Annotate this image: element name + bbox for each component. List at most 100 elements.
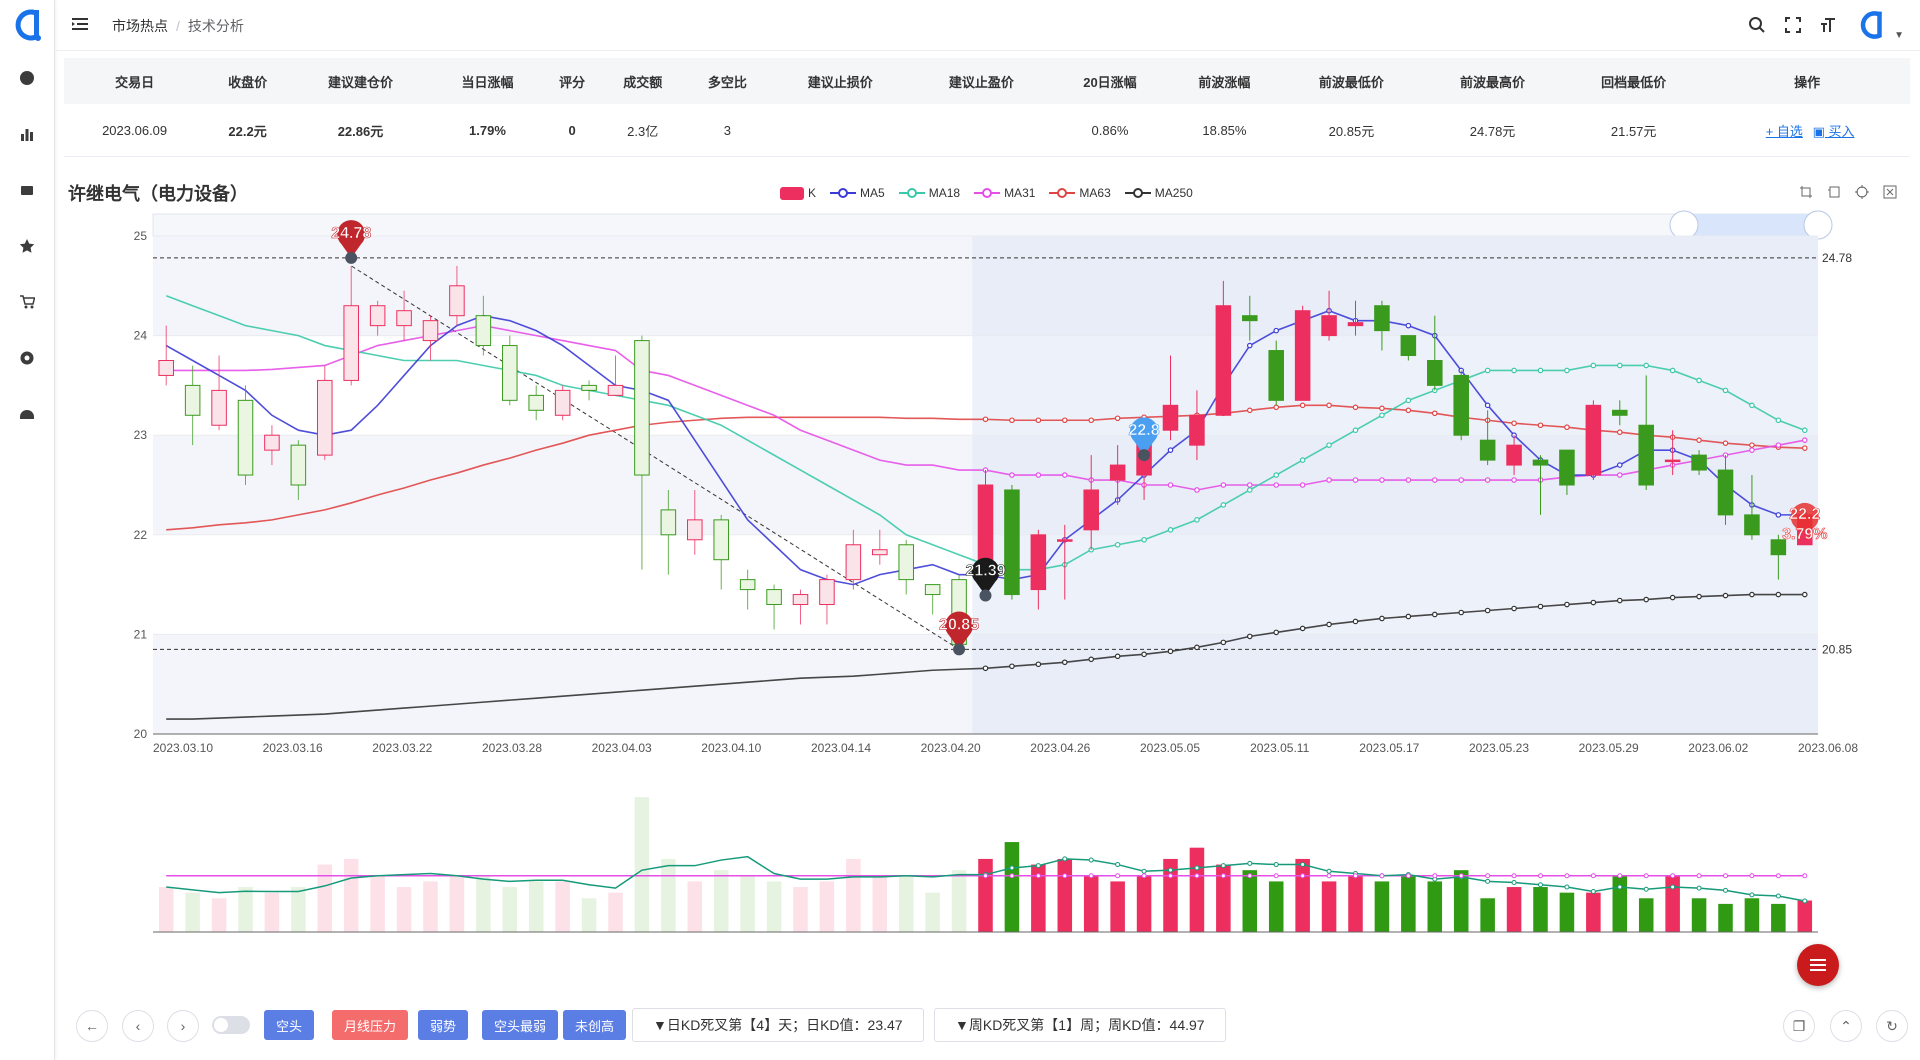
day-kd-box[interactable]: ▼日KD死叉第【4】天；日KD值：23.47 — [632, 1008, 924, 1042]
candle-body — [766, 589, 782, 606]
ma5-point — [1564, 472, 1570, 478]
volume-bar — [1533, 887, 1548, 932]
ma18-point — [982, 561, 989, 568]
cell-long-short: 3 — [685, 104, 770, 157]
candle-body — [607, 384, 624, 396]
volume-bar — [317, 864, 333, 932]
zoom-select-icon[interactable] — [1798, 184, 1814, 200]
volume-bar — [951, 870, 967, 932]
volume-ma-point — [1326, 868, 1332, 874]
ma63-point — [1379, 405, 1385, 412]
ma31-point — [1775, 442, 1782, 448]
menu-toggle-icon[interactable] — [70, 14, 90, 34]
tag-bearish[interactable]: 空头 — [264, 1010, 315, 1040]
week-kd-box[interactable]: ▼周KD死叉第【1】周；周KD值：44.97 — [934, 1008, 1226, 1042]
add-watchlist-link[interactable]: + 自选 — [1765, 123, 1803, 139]
table-header-row: 交易日 收盘价 建议建仓价 当日涨幅 评分 成交额 多空比 建议止损价 建议止盈… — [64, 58, 1910, 104]
volume-ma-point — [1643, 873, 1649, 879]
tag-weakest-bearish[interactable]: 空头最弱 — [482, 1010, 559, 1040]
legend-ma63[interactable]: MA63 — [1049, 186, 1111, 200]
legend-ma250[interactable]: MA250 — [1124, 186, 1193, 200]
ma63-point — [1590, 427, 1597, 434]
ma250-point — [1643, 596, 1650, 603]
volume-ma-point — [1564, 884, 1570, 890]
legend-ma5[interactable]: MA5 — [830, 186, 885, 200]
buy-link[interactable]: ▣ 买入 — [1812, 123, 1855, 139]
ma250-point — [1220, 639, 1227, 646]
volume-bar — [396, 887, 412, 932]
ma31-point — [1061, 472, 1068, 478]
volume-ma-point — [1115, 873, 1121, 879]
ma31-point — [1616, 472, 1623, 478]
volume-bar — [1771, 903, 1786, 932]
legend-ma18[interactable]: MA18 — [898, 186, 960, 200]
x-tick-label: 2023.06.02 — [1688, 741, 1748, 755]
ma250-point — [1405, 613, 1412, 620]
ma31-line — [166, 324, 1805, 491]
candle-body — [687, 519, 703, 541]
cart-icon[interactable] — [17, 292, 37, 312]
ma63-point — [1035, 417, 1042, 424]
candle-body — [369, 305, 386, 327]
mode-toggle[interactable] — [212, 1016, 250, 1034]
ma63-point — [1749, 442, 1755, 448]
ma31-point — [1458, 477, 1465, 483]
ma63-point — [1669, 434, 1676, 440]
data-zoom-track — [152, 213, 1819, 237]
save-image-icon[interactable] — [1882, 184, 1898, 200]
list-icon — [1810, 959, 1826, 971]
legend-k[interactable]: K — [780, 186, 816, 200]
volume-bar — [1718, 903, 1733, 932]
candle-body — [211, 389, 227, 426]
font-size-icon[interactable] — [1818, 14, 1840, 36]
breadcrumb-item-market[interactable]: 市场热点 — [112, 18, 168, 34]
news-icon[interactable] — [17, 180, 37, 200]
y-tick-label: 25 — [134, 229, 148, 243]
restore-icon[interactable] — [1854, 184, 1870, 200]
volume-ma-point — [1300, 862, 1306, 868]
prev-icon[interactable]: ‹ — [122, 1010, 154, 1042]
candle-body — [290, 444, 307, 486]
ma250-point — [1669, 594, 1676, 601]
grid-band — [153, 236, 1818, 336]
bar-chart-icon[interactable] — [17, 124, 37, 144]
ma31-point — [1114, 477, 1121, 483]
candle-body — [1215, 305, 1232, 416]
next-icon[interactable]: › — [167, 1010, 199, 1042]
back-icon[interactable]: ← — [76, 1010, 108, 1042]
globe-icon[interactable] — [17, 68, 37, 88]
candle-body — [158, 360, 174, 376]
fullscreen-icon[interactable] — [1782, 14, 1804, 36]
copy-icon[interactable]: ❐ — [1783, 1010, 1815, 1042]
price-marker-label: 22.8 — [1129, 422, 1160, 439]
candle-body — [1400, 335, 1417, 357]
x-tick-label: 2023.04.10 — [701, 741, 761, 755]
volume-ma-point — [1802, 873, 1808, 879]
avatar[interactable] — [1854, 8, 1888, 42]
dashboard-icon[interactable] — [17, 404, 37, 424]
ma250-point — [1088, 656, 1095, 663]
settings-icon[interactable] — [17, 348, 37, 368]
menu-fab[interactable] — [1797, 944, 1839, 986]
volume-ma-point — [1670, 873, 1676, 879]
x-tick-label: 2023.06.08 — [1798, 741, 1858, 755]
legend-ma31[interactable]: MA31 — [974, 186, 1035, 200]
tag-no-new-high[interactable]: 未创高 — [563, 1010, 627, 1040]
volume-ma-point — [1485, 878, 1491, 884]
volume-ma-point — [1643, 886, 1649, 892]
search-icon[interactable] — [1746, 14, 1768, 36]
tag-weak[interactable]: 弱势 — [418, 1010, 469, 1040]
caret-down-icon[interactable]: ▼ — [1894, 29, 1904, 41]
ma5-point — [1616, 462, 1623, 468]
app-logo[interactable] — [8, 6, 46, 44]
volume-ma-point — [1035, 863, 1041, 869]
volume-ma-point — [1617, 884, 1623, 890]
volume-bar — [1401, 875, 1416, 932]
zoom-reset-icon[interactable] — [1826, 184, 1842, 200]
tag-monthly-resistance[interactable]: 月线压力 — [332, 1010, 409, 1040]
cell-close: 22.2元 — [205, 104, 290, 157]
star-icon[interactable] — [17, 236, 37, 256]
scroll-top-icon[interactable]: ⌃ — [1830, 1010, 1862, 1042]
refresh-icon[interactable]: ↻ — [1876, 1010, 1908, 1042]
